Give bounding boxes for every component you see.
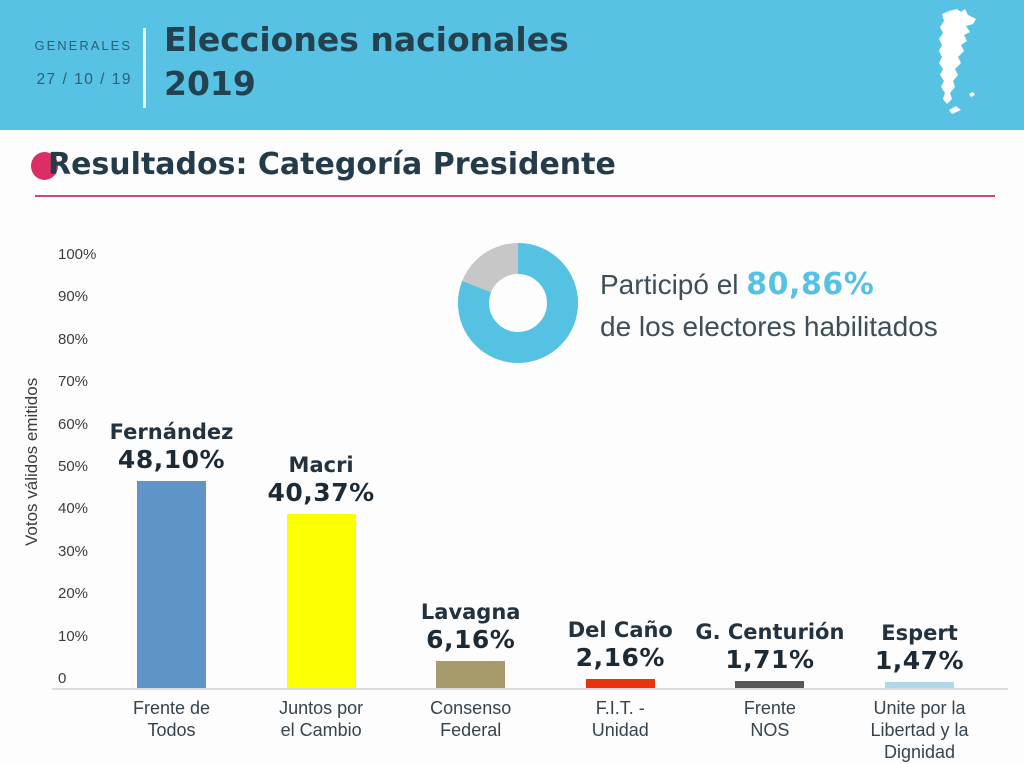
axis-baseline [52, 688, 1008, 690]
category-label-juntos-por-el-cambio: Juntos por el Cambio [279, 698, 364, 740]
bar-label-del-cano: Del Caño 2,16% [530, 617, 710, 673]
bar-fernandez [137, 480, 206, 688]
kicker: GENERALES [34, 38, 132, 53]
participation-prefix: Participó el [600, 269, 739, 300]
argentina-map-icon [939, 9, 976, 114]
page-title: Elecciones nacionales 2019 [164, 18, 569, 106]
bar-g-centurion [735, 680, 805, 688]
y-tick-80: 80% [58, 330, 89, 348]
participation-donut-chart [458, 243, 578, 363]
category-label-unite-por-la-libertad-y-la-dignidad: Unite por la Libertad y la Dignidad [870, 698, 969, 762]
category-label-frente-de-todos: Frente de Todos [132, 698, 211, 740]
participation-text: Participó el 80,86% de los electores hab… [600, 264, 1000, 348]
y-tick-50: 50% [58, 458, 89, 475]
bar-label-macri: Macri 40,37% [231, 452, 411, 508]
bar-label-fernandez: Fernández 48,10% [82, 419, 262, 475]
candidate-name: Espert [881, 620, 958, 645]
bar-lavagna [436, 661, 506, 688]
candidate-value: 6,16% [426, 625, 516, 655]
candidate-name: Macri [288, 453, 354, 478]
bar-espert [885, 681, 954, 688]
bar-del-cano [585, 678, 655, 688]
page-title-line1: Elecciones nacionales [164, 20, 569, 59]
candidate-value: 1,47% [874, 645, 965, 675]
y-tick-100: 100% [58, 246, 97, 263]
y-axis-title: Votos válidos emitidos [22, 377, 41, 547]
bar-macri [286, 514, 356, 688]
header-kicker-block: GENERALES 27 / 10 / 19 [12, 38, 132, 89]
y-tick-70: 70% [58, 373, 89, 391]
y-tick-0: 0 [58, 670, 67, 687]
candidate-value: 40,37% [267, 478, 375, 508]
donut-segment-participated [458, 243, 578, 363]
candidate-name: Lavagna [420, 600, 521, 625]
participation-value: 80,86% [746, 267, 875, 302]
y-tick-10: 10% [58, 627, 89, 645]
candidate-name: Del Caño [567, 617, 673, 642]
candidate-name: Fernández [109, 419, 234, 444]
y-tick-40: 40% [58, 500, 89, 518]
candidate-value: 1,71% [725, 644, 815, 674]
header-divider [143, 28, 146, 108]
y-tick-90: 90% [58, 288, 89, 306]
y-tick-60: 60% [58, 415, 89, 433]
category-label-f-i-t-unidad: F.I.T. - Unidad [591, 698, 649, 740]
page-title-line2: 2019 [164, 64, 256, 103]
header-date: 27 / 10 / 19 [36, 71, 132, 88]
header-banner: GENERALES 27 / 10 / 19 Elecciones nacion… [0, 0, 1024, 130]
section-title: Resultados: Categoría Presidente [48, 147, 616, 182]
section-bullet-icon [31, 152, 58, 180]
candidate-name: G. Centurión [695, 619, 845, 644]
y-tick-20: 20% [58, 585, 89, 603]
participation-suffix: de los electores habilitados [600, 311, 938, 342]
bar-label-lavagna: Lavagna 6,16% [381, 599, 561, 655]
category-label-consenso-federal: Consenso Federal [430, 698, 512, 740]
category-label-frente-nos: Frente NOS [743, 698, 796, 740]
bar-label-g-centurion: G. Centurión 1,71% [680, 619, 860, 675]
bar-label-espert: Espert 1,47% [830, 620, 1010, 676]
y-tick-30: 30% [58, 542, 89, 560]
candidate-value: 48,10% [117, 444, 226, 474]
section-underline [35, 195, 995, 197]
candidate-value: 2,16% [575, 642, 665, 672]
